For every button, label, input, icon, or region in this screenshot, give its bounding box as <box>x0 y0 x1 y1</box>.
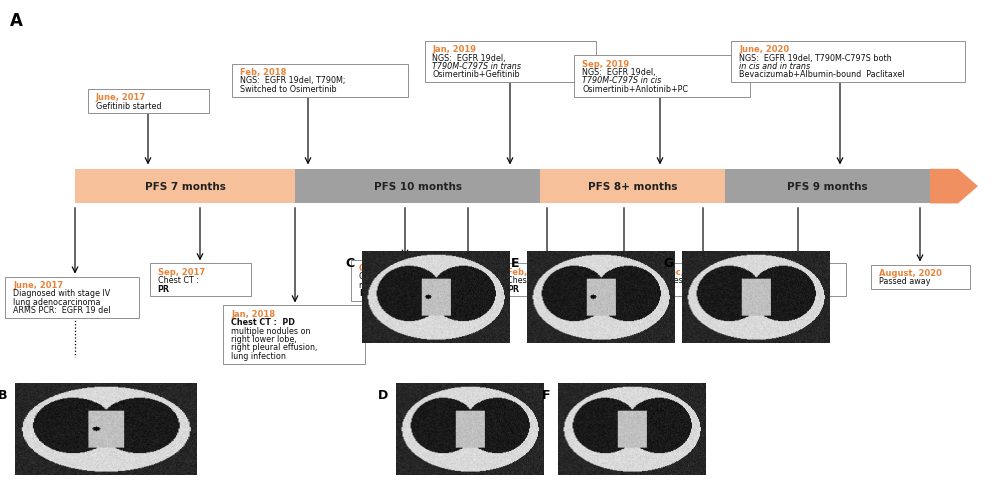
Text: PR: PR <box>663 284 675 293</box>
Text: Sep, 2019: Sep, 2019 <box>584 267 631 276</box>
FancyBboxPatch shape <box>5 277 139 318</box>
Text: Switched to Osimertinib: Switched to Osimertinib <box>240 85 337 94</box>
Text: Gefitinib started: Gefitinib started <box>96 101 161 110</box>
Text: PD: PD <box>584 284 596 293</box>
Text: August, 2020: August, 2020 <box>879 268 941 277</box>
Text: T790M-C797S in cis: T790M-C797S in cis <box>582 76 661 85</box>
Bar <box>725 169 930 204</box>
Text: E: E <box>511 256 519 269</box>
FancyBboxPatch shape <box>150 264 251 297</box>
Text: Chest CT :: Chest CT : <box>584 276 625 285</box>
Text: Feb, 2019: Feb, 2019 <box>507 267 553 276</box>
Text: Passed away: Passed away <box>879 276 930 286</box>
Text: Chest CT :: Chest CT : <box>359 272 400 281</box>
Text: Chest CT :: Chest CT : <box>427 276 467 285</box>
Text: right lower lobe,: right lower lobe, <box>231 334 297 343</box>
FancyBboxPatch shape <box>223 306 364 364</box>
Bar <box>295 169 540 204</box>
Text: B: B <box>0 388 7 401</box>
Text: Chest CT :: Chest CT : <box>158 276 198 285</box>
FancyBboxPatch shape <box>424 42 596 83</box>
Text: C: C <box>345 256 354 269</box>
Text: remained as: remained as <box>359 280 409 289</box>
Text: in cis and in trans: in cis and in trans <box>739 62 810 71</box>
FancyBboxPatch shape <box>574 56 750 97</box>
FancyBboxPatch shape <box>870 265 970 289</box>
Text: NGS:  EGFR 19del,: NGS: EGFR 19del, <box>582 68 656 77</box>
FancyBboxPatch shape <box>750 264 846 297</box>
Text: PFS 7 months: PFS 7 months <box>145 182 225 192</box>
FancyBboxPatch shape <box>351 260 459 301</box>
Text: PD: PD <box>758 284 770 293</box>
Text: June, 2017: June, 2017 <box>13 280 63 289</box>
Text: Chest CT :: Chest CT : <box>507 276 548 285</box>
Text: G: G <box>664 256 674 269</box>
Text: NGS:  EGFR 19del, T790M;: NGS: EGFR 19del, T790M; <box>240 76 346 85</box>
Text: Chest CT :: Chest CT : <box>758 276 799 285</box>
Text: PD: PD <box>427 284 439 293</box>
Text: Jan, 2018: Jan, 2018 <box>231 309 276 318</box>
Bar <box>540 169 725 204</box>
Text: PR: PR <box>507 284 519 293</box>
Text: Sep, 2017: Sep, 2017 <box>158 267 205 276</box>
FancyArrow shape <box>930 169 978 204</box>
Text: Diagnosed with stage IV: Diagnosed with stage IV <box>13 289 110 298</box>
Text: PR: PR <box>158 284 170 293</box>
Text: Dec, 2018: Dec, 2018 <box>427 267 474 276</box>
Text: Jan, 2019: Jan, 2019 <box>432 45 477 54</box>
Text: Bevacizumab+Albumin-bound  Paclitaxel: Bevacizumab+Albumin-bound Paclitaxel <box>739 71 904 79</box>
Text: Osimertinib+Anlotinib+PC: Osimertinib+Anlotinib+PC <box>582 85 688 94</box>
Text: PR: PR <box>359 289 371 298</box>
Text: June, 2017: June, 2017 <box>96 93 146 102</box>
Text: NGS:  EGFR 19del,: NGS: EGFR 19del, <box>432 54 506 62</box>
Text: Osimertinib+Gefitinib: Osimertinib+Gefitinib <box>432 71 520 79</box>
Text: June, 2020: June, 2020 <box>739 45 789 54</box>
Text: Chest CT :: Chest CT : <box>663 276 704 285</box>
FancyBboxPatch shape <box>499 264 595 297</box>
Text: Chest CT :  PD: Chest CT : PD <box>231 318 295 326</box>
Text: Oct, 2018: Oct, 2018 <box>359 264 405 273</box>
Text: PFS 10 months: PFS 10 months <box>374 182 462 192</box>
FancyBboxPatch shape <box>655 264 751 297</box>
Text: NGS:  EGFR 19del, T790M-C797S both: NGS: EGFR 19del, T790M-C797S both <box>739 54 892 62</box>
Text: multiple nodules on: multiple nodules on <box>231 326 311 335</box>
FancyBboxPatch shape <box>88 90 209 114</box>
FancyBboxPatch shape <box>232 64 408 97</box>
FancyBboxPatch shape <box>576 264 672 297</box>
Text: T790M-C797S in trans: T790M-C797S in trans <box>432 62 522 71</box>
Text: lung infection: lung infection <box>231 351 286 360</box>
Text: lung adenocarcinoma: lung adenocarcinoma <box>13 297 100 306</box>
Text: PFS 9 months: PFS 9 months <box>787 182 868 192</box>
FancyBboxPatch shape <box>731 42 965 83</box>
Text: A: A <box>10 12 23 30</box>
Text: ARMS PCR:  EGFR 19 del: ARMS PCR: EGFR 19 del <box>13 305 110 314</box>
Text: Feb, 2018: Feb, 2018 <box>240 68 286 77</box>
Text: PFS 8+ months: PFS 8+ months <box>588 182 677 192</box>
Text: Dec, 2019: Dec, 2019 <box>663 267 710 276</box>
Text: D: D <box>378 388 388 401</box>
Bar <box>75 169 295 204</box>
Text: right pleural effusion,: right pleural effusion, <box>231 343 318 352</box>
FancyBboxPatch shape <box>419 264 518 297</box>
Text: Sep, 2019: Sep, 2019 <box>582 60 629 69</box>
Text: May, 2020: May, 2020 <box>758 267 806 276</box>
Text: F: F <box>542 388 550 401</box>
